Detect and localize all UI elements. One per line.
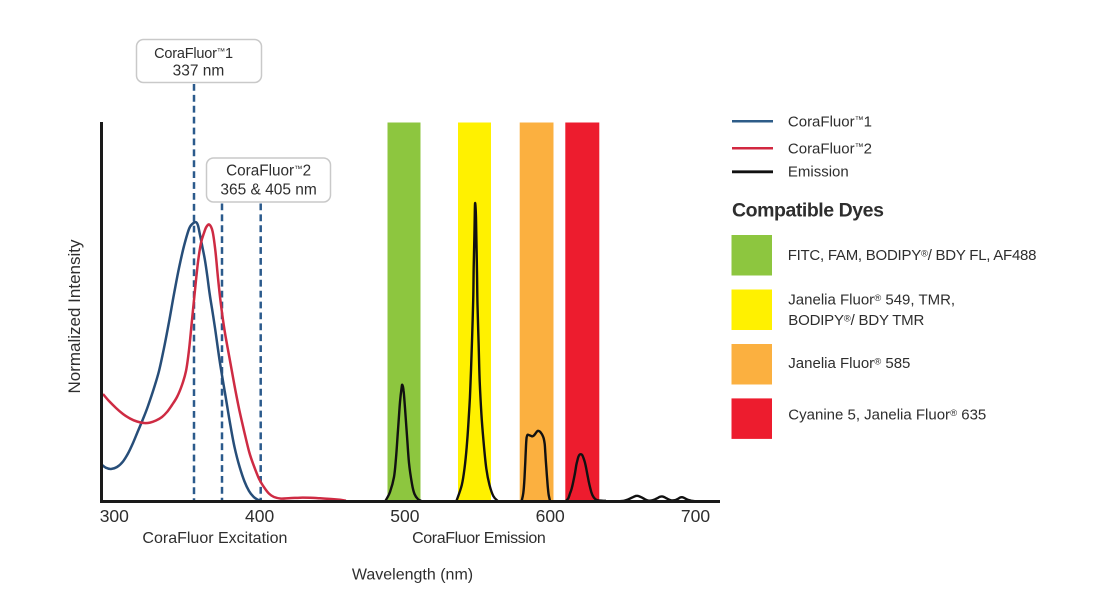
- svg-text:CoraFluor™2: CoraFluor™2: [226, 163, 311, 180]
- svg-text:Emission: Emission: [788, 163, 849, 180]
- svg-text:FITC, FAM, BODIPY®/ BDY FL, AF: FITC, FAM, BODIPY®/ BDY FL, AF488: [788, 247, 1037, 264]
- svg-text:365 & 405 nm: 365 & 405 nm: [220, 182, 317, 199]
- svg-text:700: 700: [681, 506, 710, 526]
- svg-text:CoraFluor™2: CoraFluor™2: [788, 141, 872, 158]
- svg-text:Wavelength (nm): Wavelength (nm): [352, 567, 473, 584]
- svg-text:Normalized Intensity: Normalized Intensity: [65, 239, 84, 394]
- svg-text:400: 400: [245, 506, 274, 526]
- svg-text:300: 300: [100, 506, 129, 526]
- svg-text:CoraFluor™1: CoraFluor™1: [788, 114, 872, 131]
- svg-text:Cyanine 5, Janelia Fluor® 635: Cyanine 5, Janelia Fluor® 635: [788, 406, 986, 423]
- svg-text:600: 600: [536, 506, 565, 526]
- svg-text:CoraFluor Excitation: CoraFluor Excitation: [142, 530, 287, 547]
- svg-text:CoraFluor™1: CoraFluor™1: [154, 46, 233, 62]
- svg-text:Compatible Dyes: Compatible Dyes: [732, 200, 884, 222]
- svg-text:500: 500: [390, 506, 419, 526]
- svg-text:CoraFluor Emission: CoraFluor Emission: [412, 530, 545, 547]
- svg-text:BODIPY®/ BDY TMR: BODIPY®/ BDY TMR: [788, 312, 924, 329]
- svg-text:337 nm: 337 nm: [173, 63, 225, 80]
- svg-text:Janelia Fluor® 585: Janelia Fluor® 585: [788, 355, 910, 372]
- svg-text:Janelia Fluor® 549, TMR,: Janelia Fluor® 549, TMR,: [788, 291, 955, 308]
